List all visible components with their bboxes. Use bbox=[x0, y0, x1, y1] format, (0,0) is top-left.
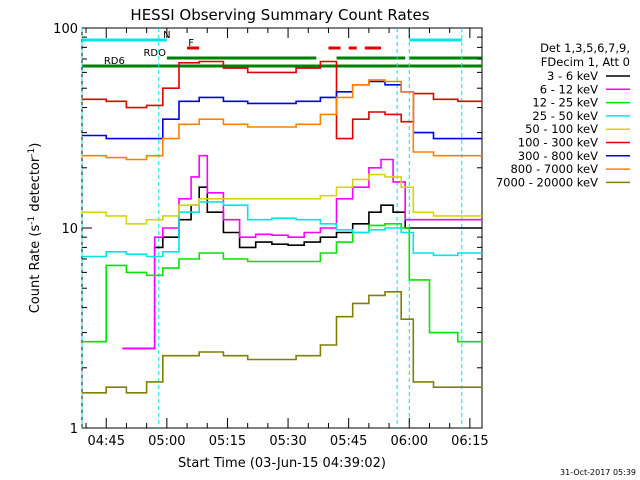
legend-entry-label: 6 - 12 keV bbox=[540, 82, 598, 96]
legend-header-line: FDecim 1, Att 0 bbox=[541, 55, 630, 69]
legend-entry-label: 50 - 100 keV bbox=[525, 122, 598, 136]
series-line bbox=[82, 291, 482, 394]
x-tick-label: 05:15 bbox=[209, 434, 246, 449]
y-tick-label: 100 bbox=[53, 22, 78, 37]
series-line bbox=[82, 60, 482, 140]
series-line bbox=[82, 79, 482, 161]
y-tick-label: 10 bbox=[61, 222, 78, 237]
legend-entry-label: 7000 - 20000 keV bbox=[496, 175, 598, 189]
y-axis-label-part: Count Rate (s bbox=[28, 225, 43, 314]
series-line bbox=[82, 223, 482, 343]
legend-entry-label: 25 - 50 keV bbox=[532, 109, 598, 123]
x-tick-label: 04:45 bbox=[88, 434, 125, 449]
y-axis-label-part: detector bbox=[28, 156, 43, 216]
status-flag-label: RD6 bbox=[104, 56, 125, 67]
legend-entry-label: 12 - 25 keV bbox=[532, 96, 598, 110]
y-axis-label-part: ) bbox=[28, 143, 43, 148]
legend-entry-label: 3 - 6 keV bbox=[547, 69, 598, 83]
series-line bbox=[122, 154, 482, 350]
legend-entry-label: 300 - 800 keV bbox=[518, 149, 598, 163]
plot-area: NFRDORD6 04:4505:0005:1505:3005:4506:000… bbox=[53, 22, 488, 449]
series-line bbox=[122, 186, 482, 350]
series-line bbox=[82, 173, 482, 225]
y-axis-label-superscript: -1 bbox=[27, 148, 37, 157]
y-axis-label: Count Rate (s-1 detector-1) bbox=[27, 143, 43, 314]
y-tick-label: 1 bbox=[70, 422, 78, 437]
chart-title: HESSI Observing Summary Count Rates bbox=[130, 6, 429, 24]
y-axis-label-superscript: -1 bbox=[27, 216, 37, 225]
legend-entry-label: 100 - 300 keV bbox=[518, 136, 598, 150]
x-tick-label: 05:45 bbox=[330, 434, 367, 449]
x-tick-label: 05:30 bbox=[269, 434, 306, 449]
series-lines bbox=[82, 60, 482, 394]
status-flag-label: F bbox=[188, 38, 194, 49]
x-axis-ticks: 04:45 05:00 05:15 05:30 05:45 06:00 06:15 bbox=[85, 28, 489, 449]
x-axis-label: Start Time (03-Jun-15 04:39:02) bbox=[178, 456, 386, 471]
x-tick-label: 05:00 bbox=[148, 434, 185, 449]
footer-date: 31-Oct-2017 05:39 bbox=[560, 468, 636, 477]
series-line bbox=[82, 80, 482, 140]
x-tick-label: 06:15 bbox=[451, 434, 488, 449]
status-flag-label: RDO bbox=[143, 48, 166, 59]
legend-header-line: Det 1,3,5,6,7,9, bbox=[540, 41, 630, 55]
y-axis-ticks: 1 10 100 bbox=[53, 22, 482, 437]
x-tick-label: 06:00 bbox=[391, 434, 428, 449]
series-line bbox=[82, 201, 482, 258]
legend: Det 1,3,5,6,7,9, FDecim 1, Att 0 3 - 6 k… bbox=[496, 41, 630, 189]
legend-entry-label: 800 - 7000 keV bbox=[510, 162, 598, 176]
